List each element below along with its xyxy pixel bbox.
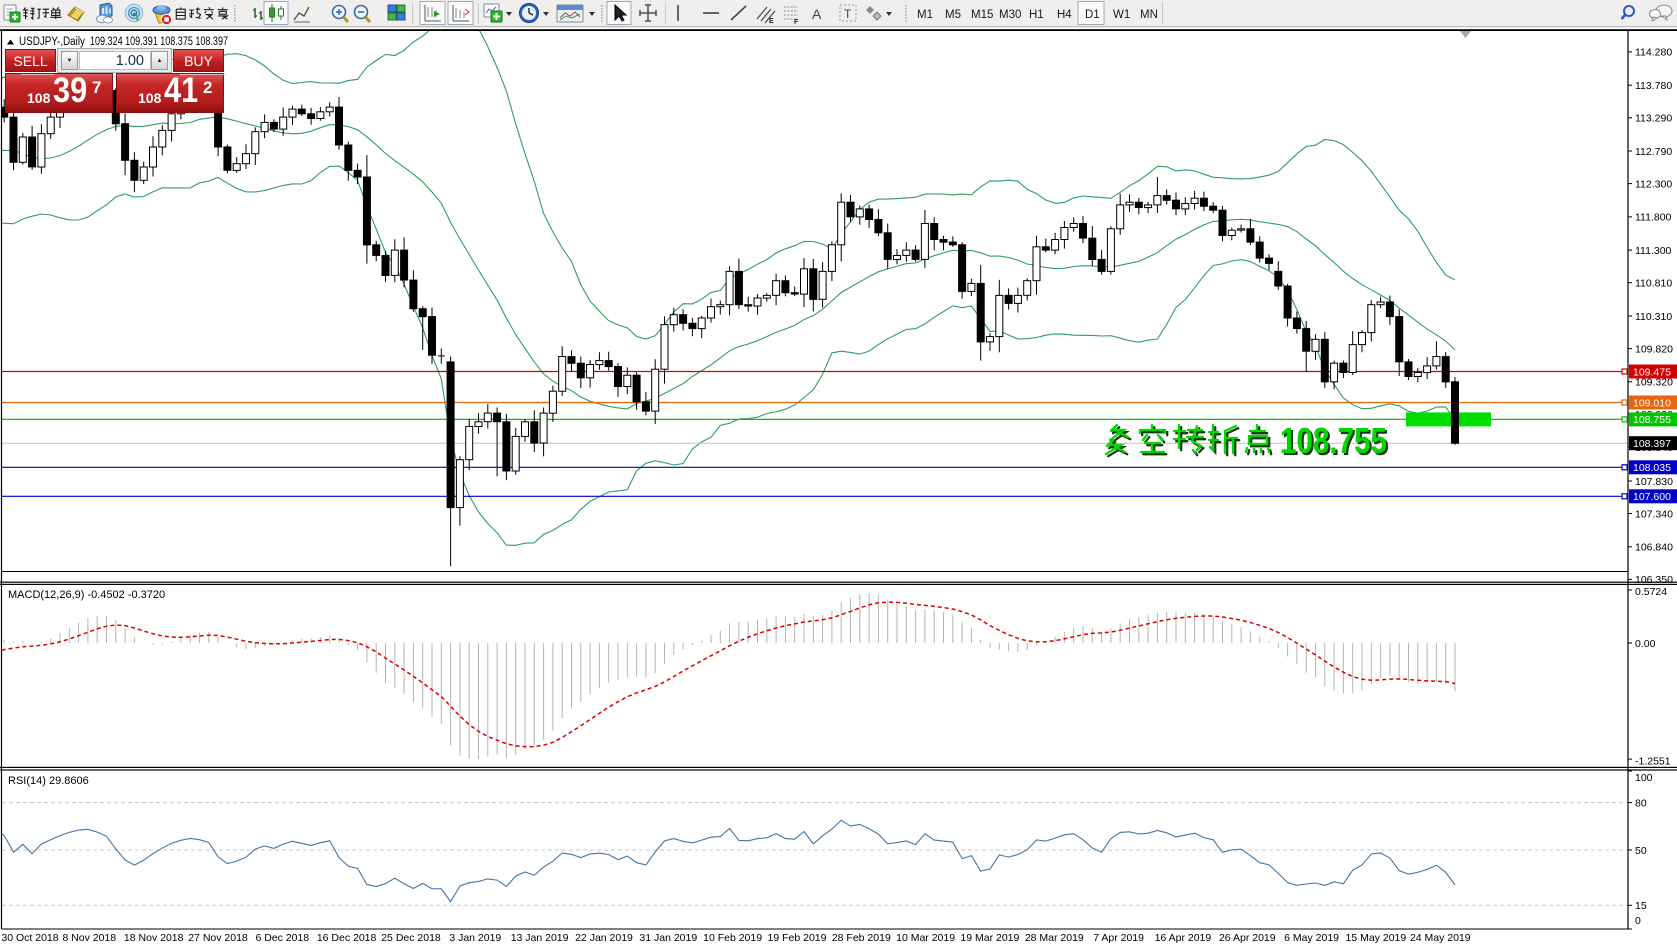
svg-text:50: 50 [1635,845,1647,857]
svg-text:80: 80 [1635,797,1647,809]
svg-text:19 Feb 2019: 19 Feb 2019 [768,932,827,944]
svg-text:15: 15 [1635,900,1647,912]
svg-text:13 Jan 2019: 13 Jan 2019 [511,932,569,944]
svg-text:M30: M30 [999,9,1021,21]
svg-text:W1: W1 [1113,9,1130,21]
svg-text:7 Apr 2019: 7 Apr 2019 [1093,932,1144,944]
svg-text:30 Oct 2018: 30 Oct 2018 [1,932,58,944]
svg-text:114.280: 114.280 [1635,47,1672,59]
svg-text:24 May 2019: 24 May 2019 [1410,932,1471,944]
svg-text:MN: MN [1140,9,1158,21]
svg-text:28 Feb 2019: 28 Feb 2019 [832,932,891,944]
svg-text:26 Apr 2019: 26 Apr 2019 [1219,932,1276,944]
svg-text:T: T [844,7,852,21]
svg-text:109.475: 109.475 [1633,366,1671,378]
svg-text:108.035: 108.035 [1633,462,1671,474]
svg-text:M5: M5 [945,9,961,21]
svg-text:RSI(14) 29.8606: RSI(14) 29.8606 [8,775,89,787]
svg-text:25 Dec 2018: 25 Dec 2018 [381,932,441,944]
svg-text:107.340: 107.340 [1635,508,1673,520]
svg-text:D1: D1 [1085,9,1100,21]
svg-text:0.5724: 0.5724 [1635,586,1667,598]
svg-text:112.790: 112.790 [1635,146,1672,158]
svg-text:110.310: 110.310 [1635,311,1672,323]
svg-text:-1.2551: -1.2551 [1635,756,1671,768]
svg-text:108.397: 108.397 [1633,438,1671,450]
svg-text:22 Jan 2019: 22 Jan 2019 [575,932,633,944]
svg-text:MACD(12,26,9) -0.4502 -0.3720: MACD(12,26,9) -0.4502 -0.3720 [8,589,165,601]
svg-text:111.800: 111.800 [1635,212,1672,224]
svg-text:112.300: 112.300 [1635,178,1672,190]
svg-text:M1: M1 [917,9,933,21]
svg-text:0: 0 [1635,915,1641,927]
svg-text:110.810: 110.810 [1635,278,1672,290]
svg-text:H4: H4 [1057,9,1072,21]
svg-text:31 Jan 2019: 31 Jan 2019 [639,932,697,944]
svg-text:16 Dec 2018: 16 Dec 2018 [317,932,377,944]
svg-text:106.840: 106.840 [1635,542,1673,554]
svg-text:16 Apr 2019: 16 Apr 2019 [1155,932,1212,944]
svg-text:0.00: 0.00 [1635,638,1656,650]
svg-text:109.324 109.391 108.375 108.39: 109.324 109.391 108.375 108.397 [90,36,228,48]
svg-text:10 Mar 2019: 10 Mar 2019 [896,932,955,944]
svg-text:106.350: 106.350 [1635,574,1673,586]
svg-text:108.755: 108.755 [1282,422,1389,463]
svg-text:H1: H1 [1029,9,1044,21]
svg-text:F: F [794,19,799,26]
svg-text:107.600: 107.600 [1633,491,1671,503]
svg-text:M15: M15 [971,9,993,21]
svg-text:113.290: 113.290 [1635,113,1672,125]
svg-text:107.830: 107.830 [1635,476,1673,488]
svg-text:15 May 2019: 15 May 2019 [1346,932,1407,944]
svg-text:108.755: 108.755 [1280,420,1387,461]
svg-text:E: E [769,18,774,25]
svg-text:18 Nov 2018: 18 Nov 2018 [124,932,184,944]
svg-text:6 Dec 2018: 6 Dec 2018 [255,932,309,944]
svg-text:6 May 2019: 6 May 2019 [1284,932,1339,944]
svg-text:USDJPY-,Daily: USDJPY-,Daily [19,36,85,48]
svg-text:109.010: 109.010 [1633,397,1671,409]
svg-text:111.300: 111.300 [1635,245,1672,257]
svg-text:113.780: 113.780 [1635,80,1672,92]
svg-text:108.755: 108.755 [1633,414,1671,426]
svg-text:100: 100 [1635,772,1653,784]
svg-text:8 Nov 2018: 8 Nov 2018 [62,932,116,944]
svg-text:109.820: 109.820 [1635,343,1673,355]
svg-text:28 Mar 2019: 28 Mar 2019 [1025,932,1084,944]
svg-text:3 Jan 2019: 3 Jan 2019 [449,932,501,944]
svg-text:27 Nov 2018: 27 Nov 2018 [188,932,248,944]
svg-text:109.320: 109.320 [1635,377,1673,389]
svg-text:10 Feb 2019: 10 Feb 2019 [703,932,762,944]
svg-text:A: A [812,6,822,22]
svg-text:19 Mar 2019: 19 Mar 2019 [960,932,1019,944]
